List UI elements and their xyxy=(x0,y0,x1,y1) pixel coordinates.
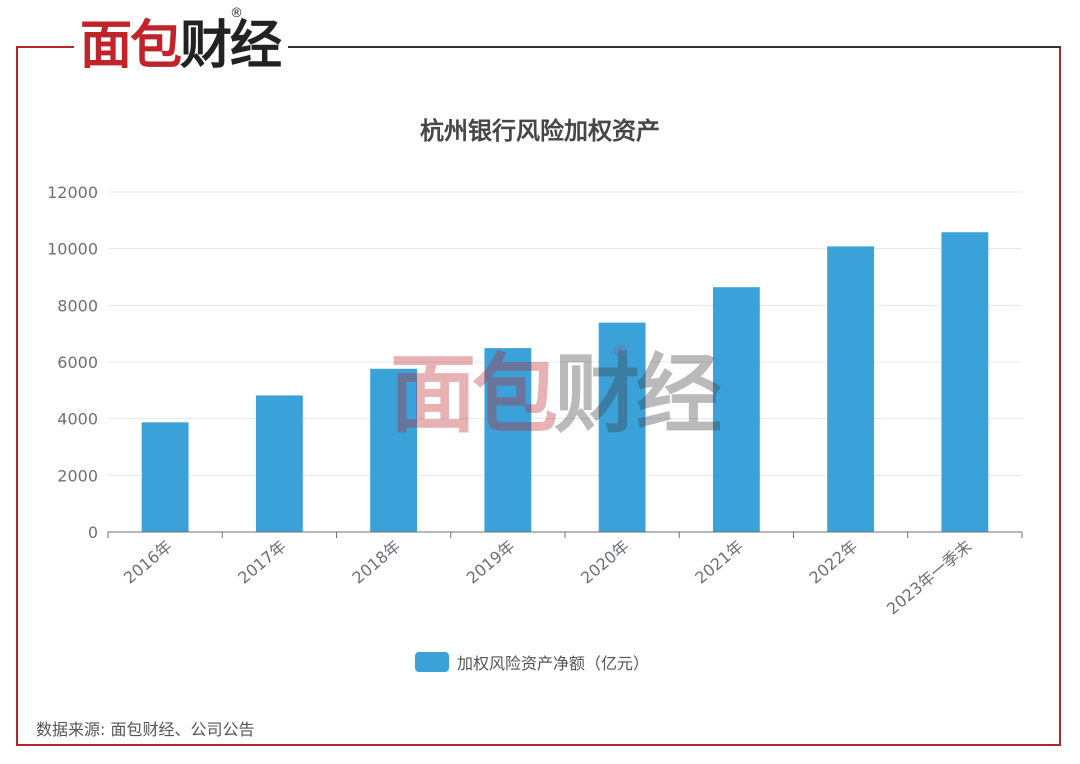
y-tick-label: 4000 xyxy=(57,410,98,429)
grid-lines xyxy=(108,191,1022,476)
x-tick-label: 2018年 xyxy=(349,537,405,588)
y-tick-label: 2000 xyxy=(57,466,98,485)
bar[interactable] xyxy=(712,287,760,532)
legend-swatch xyxy=(415,652,449,672)
logo-text-part1: 面包 xyxy=(80,16,182,76)
x-axis-labels: 2016年 2017年 2018年 2019年 2020年 2021年 2022年 2023年… xyxy=(120,537,975,619)
legend-label: 加权风险资产净额（亿元） xyxy=(457,654,650,673)
logo-text-part2: 财经 xyxy=(180,16,282,76)
chart-frame xyxy=(16,46,1061,746)
bar[interactable] xyxy=(255,395,303,532)
registered-mark: ® xyxy=(230,6,243,21)
y-tick-label: 8000 xyxy=(57,296,98,315)
x-tick-label: 2017年 xyxy=(234,537,290,588)
brand-logo: 面包财经 ® xyxy=(80,6,285,78)
bar[interactable] xyxy=(370,368,418,532)
chart-title: 杭州银行风险加权资产 xyxy=(420,117,660,145)
y-tick-label: 10000 xyxy=(47,240,98,259)
x-tick-label: 2016年 xyxy=(120,537,176,588)
y-axis-labels: 0 2000 4000 6000 8000 10000 12000 xyxy=(47,183,98,542)
y-tick-label: 0 xyxy=(88,523,98,542)
frame-top-left-line xyxy=(16,46,74,48)
bar[interactable] xyxy=(827,246,875,532)
chart-legend[interactable]: 加权风险资产净额（亿元） xyxy=(415,651,649,673)
bar[interactable] xyxy=(598,322,646,532)
x-tick-label: 2021年 xyxy=(691,537,747,588)
bar[interactable] xyxy=(141,422,189,532)
x-tick-label: 2020年 xyxy=(577,537,633,588)
frame-top-right-line xyxy=(288,46,1061,48)
y-tick-label: 6000 xyxy=(57,353,98,372)
bar[interactable] xyxy=(484,348,532,532)
bars xyxy=(141,232,989,532)
x-tick-label: 2023年一季末 xyxy=(883,537,975,619)
x-tick-label: 2019年 xyxy=(463,537,519,588)
x-tick-label: 2022年 xyxy=(806,537,862,588)
bar[interactable] xyxy=(941,232,989,532)
x-axis xyxy=(107,531,1023,538)
data-source-note: 数据来源: 面包财经、公司公告 xyxy=(36,720,255,739)
y-tick-label: 12000 xyxy=(47,183,98,202)
